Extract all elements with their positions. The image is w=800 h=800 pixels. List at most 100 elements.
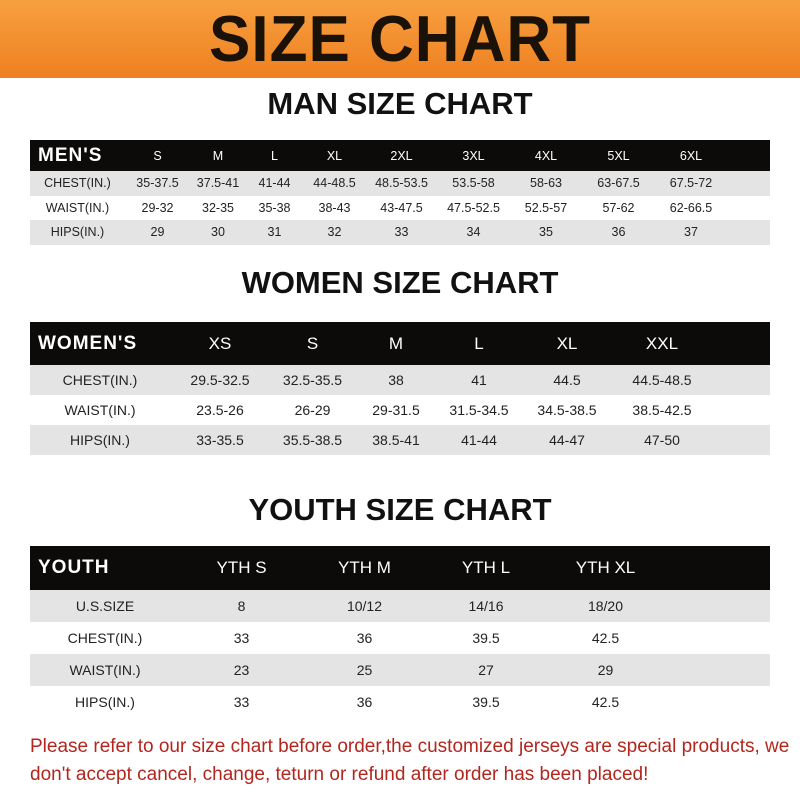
table-cell: 38.5-41	[372, 432, 420, 448]
table-cell: 33	[233, 630, 250, 646]
table-cell: 23.5-26	[196, 402, 244, 418]
table-cell: 41-44	[461, 432, 497, 448]
row-label: CHEST(IN.)	[44, 176, 111, 191]
table-cell: 27	[478, 662, 494, 678]
table-cell: 29	[597, 662, 614, 678]
table-cell: 8	[237, 598, 246, 614]
size-header: S	[153, 148, 162, 163]
row-label: CHEST(IN.)	[62, 372, 138, 388]
table-cell: 29-31.5	[372, 402, 420, 418]
table-cell: 35-38	[258, 200, 291, 215]
table-cell: 18/20	[587, 598, 624, 614]
table-row: WAIST(IN.) 29-32 32-35 35-38 38-43 43-47.5 47.…	[30, 195, 770, 220]
table-cell: 57-62	[602, 200, 635, 215]
table-cell: 38.5-42.5	[632, 402, 692, 418]
table-cell: 48.5-53.5	[375, 176, 428, 191]
table-row: WAIST(IN.) 23.5-26 26-29 29-31.5 31.5-34.5 34…	[30, 395, 770, 425]
header-label: YOUTH	[38, 557, 110, 578]
table-row: U.S.SIZE 8 10/12 14/16 18/20	[30, 590, 770, 622]
table-cell: 32	[327, 225, 342, 240]
table-cell: 39.5	[472, 630, 500, 646]
table-cell: 33	[233, 694, 250, 710]
size-header: L	[474, 333, 484, 353]
row-label: WAIST(IN.)	[45, 200, 110, 215]
table-cell: 35	[539, 225, 553, 240]
size-header: 2XL	[390, 148, 413, 163]
table-cell: 32-35	[202, 200, 234, 215]
table-cell: 44.5	[553, 372, 581, 388]
table-cell: 29-32	[141, 200, 174, 215]
table-cell: 26-29	[294, 402, 331, 418]
table-cell: 34.5-38.5	[537, 402, 597, 418]
size-header: 5XL	[607, 148, 630, 163]
table-row: CHEST(IN.) 33 36 39.5 42.5	[30, 622, 770, 654]
table-cell: 44-48.5	[313, 176, 356, 191]
women-section-title: WOMEN SIZE CHART	[241, 265, 559, 300]
table-cell: 30	[211, 225, 225, 240]
table-cell: 35-37.5	[136, 176, 179, 191]
table-row: WAIST(IN.) 23 25 27 29	[30, 654, 770, 686]
table-cell: 38	[388, 372, 404, 388]
size-header: M	[388, 333, 404, 353]
table-cell: 32.5-35.5	[282, 372, 343, 388]
size-header: 4XL	[534, 148, 558, 163]
men-section-title: MAN SIZE CHART	[267, 86, 533, 121]
size-header: XL	[326, 148, 343, 163]
table-cell: 36	[356, 694, 373, 710]
table-cell: 63-67.5	[597, 176, 640, 191]
table-row: CHEST(IN.) 29.5-32.5 32.5-35.5 38 41 44.5 44.5…	[30, 365, 770, 395]
table-cell: 23	[233, 662, 250, 678]
table-cell: 38-43	[318, 200, 351, 215]
table-cell: 25	[356, 662, 373, 678]
table-row: HIPS(IN.) 29 30 31 32 33 34 35 36 37	[30, 220, 770, 245]
youth-section-title: YOUTH SIZE CHART	[248, 492, 552, 527]
title-banner: SIZE CHART	[0, 0, 800, 78]
table-cell: 37.5-41	[196, 176, 240, 191]
table-cell: 10/12	[346, 598, 383, 614]
table-cell: 36	[356, 630, 373, 646]
size-header: XXL	[645, 333, 679, 353]
size-header: S	[306, 333, 319, 353]
row-label: HIPS(IN.)	[75, 694, 135, 710]
size-header: YTH M	[338, 558, 391, 577]
table-cell: 62-66.5	[669, 200, 713, 215]
size-header: 3XL	[462, 148, 485, 163]
table-cell: 36	[611, 225, 626, 240]
table-cell: 58-63	[530, 176, 562, 191]
table-row: HIPS(IN.) 33 36 39.5 42.5	[30, 686, 770, 718]
table-cell: 43-47.5	[380, 200, 423, 215]
table-cell: 52.5-57	[524, 200, 568, 215]
page-title: SIZE CHART	[209, 2, 591, 76]
table-cell: 14/16	[468, 598, 504, 614]
table-cell: 31.5-34.5	[449, 402, 509, 418]
table-cell: 39.5	[472, 694, 500, 710]
table-cell: 29	[150, 225, 165, 240]
size-header: XS	[208, 333, 232, 353]
table-cell: 33-35.5	[196, 432, 244, 448]
row-label: WAIST(IN.)	[64, 402, 136, 418]
size-header: M	[212, 148, 224, 163]
row-label: CHEST(IN.)	[67, 630, 143, 646]
row-label: HIPS(IN.)	[70, 432, 130, 448]
table-header-row: WOMEN'S XS S M L XL XXL	[30, 322, 770, 365]
table-header-row: YOUTH YTH S YTH M YTH L YTH XL	[30, 546, 770, 590]
table-cell: 37	[684, 225, 698, 240]
table-cell: 29.5-32.5	[190, 372, 250, 388]
table-cell: 67.5-72	[669, 176, 713, 191]
table-cell: 53.5-58	[452, 176, 495, 191]
table-header-row: MEN'S S M L XL 2XL 3XL 4XL 5XL 6XL	[30, 140, 770, 171]
size-header: L	[271, 148, 278, 163]
row-label: U.S.SIZE	[75, 598, 135, 614]
table-cell: 44.5-48.5	[632, 372, 692, 388]
table-cell: 44-47	[549, 432, 585, 448]
header-label: WOMEN'S	[38, 332, 138, 354]
men-size-table: MEN'S S M L XL 2XL 3XL 4XL 5XL 6XL CHEST(IN.) 35-37…	[30, 140, 770, 245]
youth-size-table: YOUTH YTH S YTH M YTH L YTH XL U.S.SIZE 8 10/12…	[30, 546, 770, 718]
order-notice: Please refer to our size chart before or…	[30, 736, 790, 785]
row-label: HIPS(IN.)	[50, 225, 105, 240]
table-cell: 33	[394, 225, 409, 240]
table-cell: 35.5-38.5	[282, 432, 343, 448]
women-size-table: WOMEN'S XS S M L XL XXL CHEST(IN.) 29.5-32.5 32.5…	[30, 322, 770, 455]
table-cell: 42.5	[591, 694, 620, 710]
table-cell: 47-50	[644, 432, 680, 448]
